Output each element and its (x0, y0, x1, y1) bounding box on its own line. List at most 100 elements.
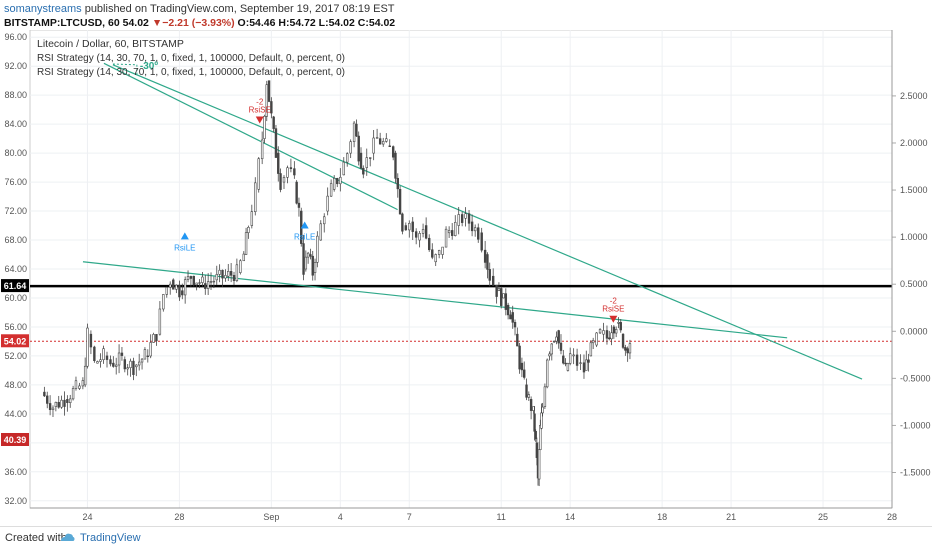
candle-body (605, 330, 609, 339)
x-tick-label: 14 (565, 512, 575, 522)
footer: Created with TradingView (0, 526, 932, 551)
candle-body (279, 173, 282, 190)
candle-body (54, 401, 58, 407)
y-left-tick-label: 68.00 (4, 235, 27, 245)
candle-body (511, 312, 514, 323)
candle-body (267, 80, 271, 102)
ticker-symbol: BITSTAMP:LTCUSD, 60 (4, 17, 120, 29)
candle-body (375, 137, 379, 139)
candle-body (391, 146, 395, 158)
ticker-change: −2.21 (−3.93%) (162, 17, 235, 29)
candle-body (454, 222, 457, 236)
candle-body (533, 413, 536, 432)
y-left-tick-label: 64.00 (4, 264, 27, 274)
author-link[interactable]: somanystreams (4, 3, 82, 15)
candle-body (224, 275, 227, 279)
ticker-ohlc: O:54.46 H:54.72 L:54.02 C:54.02 (237, 17, 396, 29)
candle-body (69, 398, 72, 403)
y-right-tick-label: 1.0000 (900, 232, 928, 242)
signal-label: RsiLE (294, 233, 315, 242)
candle-body (529, 399, 533, 411)
candle-body (610, 332, 613, 340)
candle-body (143, 349, 147, 360)
y-right-tick-label: 2.5000 (900, 91, 928, 101)
candle-body (155, 334, 158, 342)
candle-body (63, 399, 66, 407)
candle-body (109, 359, 112, 365)
y-left-tick-label: 76.00 (4, 177, 27, 187)
candle-body (562, 355, 565, 364)
angle-label: -30º (140, 61, 158, 72)
candle-body (504, 293, 508, 310)
tradingview-logo-icon (61, 533, 75, 541)
candle-body (396, 177, 399, 190)
candle-body (349, 141, 352, 154)
candle-body (532, 406, 535, 411)
candle-body (385, 138, 388, 142)
candle-body (137, 361, 141, 366)
y-left-tick-label: 80.00 (4, 148, 27, 158)
candle-body (89, 333, 93, 348)
candle-body (244, 232, 248, 255)
tradingview-link[interactable]: TradingView (80, 532, 141, 544)
candle-body (357, 135, 360, 162)
candle-body (132, 360, 135, 375)
trendline-3[interactable] (103, 62, 398, 211)
y-right-tick-label: 2.0000 (900, 138, 928, 148)
candle-body (540, 412, 543, 429)
candle-body (302, 243, 305, 275)
candle-body (323, 216, 326, 225)
candle-body (382, 141, 385, 145)
candle-body (60, 399, 63, 408)
signal-label: RsiSE (249, 106, 271, 115)
trendline-1[interactable] (82, 261, 788, 339)
candle-body (614, 329, 618, 334)
candle-body (96, 361, 99, 364)
candle-body (257, 158, 260, 190)
y-right-tick-label: 0.0000 (900, 326, 928, 336)
hline-price-label: 61.64 (4, 281, 27, 291)
candle-body (428, 237, 431, 251)
candle-body (509, 314, 512, 320)
candle-body (591, 340, 595, 344)
candle-body (209, 281, 213, 283)
candle-body (431, 249, 434, 258)
candle-body (93, 346, 96, 362)
candle-body (221, 269, 224, 279)
candle-body (293, 168, 296, 176)
candle-body (411, 221, 414, 232)
candle-body (537, 449, 541, 480)
candle-body (272, 116, 275, 129)
chart-area[interactable]: -30º -2 RsiSE RsiLE RsiLE -2 RsiSE 96.00 92.00… (0, 29, 932, 530)
y-left-tick-label: 88.00 (4, 90, 27, 100)
candle-body (105, 355, 109, 360)
candle-body (626, 348, 629, 354)
candle-body (282, 177, 286, 183)
candle-body (260, 139, 264, 160)
candle-body (541, 406, 544, 414)
candle-body (527, 394, 531, 398)
candle-body (564, 362, 567, 365)
candle-body (309, 254, 312, 257)
candle-body (483, 249, 487, 263)
trendlines: -30º (82, 61, 863, 380)
candle-body (289, 167, 293, 169)
candle-body (286, 167, 289, 178)
candle-body (557, 330, 560, 344)
candle-body (450, 230, 454, 236)
candle-body (126, 367, 129, 370)
candle-body (559, 342, 563, 351)
trendline-2[interactable] (112, 64, 863, 380)
candle-body (86, 327, 89, 367)
candle-body (201, 276, 204, 283)
y-left-tick-label: 36.00 (4, 467, 27, 477)
candle-body (66, 399, 69, 403)
x-tick-label: 25 (818, 512, 828, 522)
low-price-label-bg (1, 432, 29, 446)
candle-body (545, 359, 549, 388)
y-left-tick-label: 60.00 (4, 293, 27, 303)
x-tick-label: 7 (407, 512, 412, 522)
candle-body (46, 395, 49, 404)
candle-body (525, 384, 528, 398)
